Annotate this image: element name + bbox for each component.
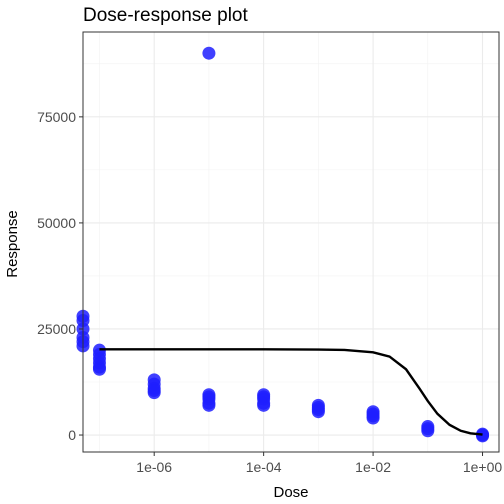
data-point [476, 429, 490, 443]
x-tick-label: 1e+00 [463, 459, 503, 475]
x-tick-label: 1e-06 [136, 459, 172, 475]
y-tick-label: 50000 [37, 215, 76, 231]
y-tick-label: 25000 [37, 321, 76, 337]
x-axis: 1e-06 1e-04 1e-02 1e+00 [136, 452, 502, 475]
data-point [147, 386, 161, 400]
chart-title: Dose-response plot [83, 5, 248, 26]
x-axis-title: Dose [273, 484, 308, 501]
x-tick-label: 1e-04 [246, 459, 282, 475]
y-tick-label: 0 [68, 427, 76, 443]
plot-border [82, 31, 500, 453]
data-point [257, 398, 271, 412]
data-point [311, 405, 325, 419]
y-axis: 0 25000 50000 75000 [37, 109, 83, 443]
data-point [92, 362, 106, 376]
y-tick-label: 75000 [37, 109, 76, 125]
data-point [366, 411, 380, 425]
y-axis-title: Response [4, 210, 21, 278]
x-tick-label: 1e-02 [355, 459, 391, 475]
data-point [421, 424, 435, 438]
plot-panel [83, 32, 499, 452]
fit-curve-line [99, 348, 483, 436]
data-point [202, 398, 216, 412]
data-point [202, 46, 216, 60]
